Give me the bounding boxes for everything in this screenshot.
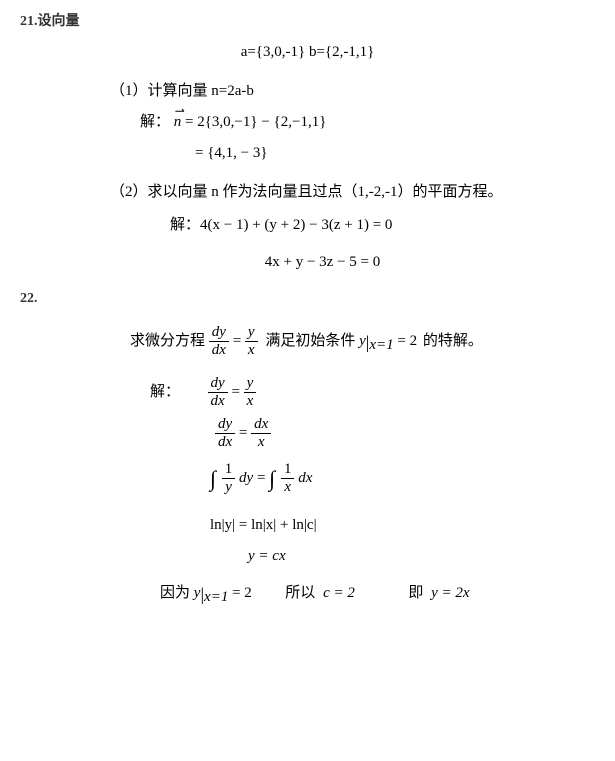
because-txt: 因为 [160,585,190,601]
q21-heading: 21.设向量 [20,10,595,30]
frac-dydx-3: dy dx [215,417,235,450]
q21-p1-eq1: 解： n = 2{3,0,−1} − {2,−1,1} [20,110,595,131]
q22-sol-row1: 解： dy dx = y x [20,376,595,409]
q22-sol-row3: ∫ 1 y dy = ∫ 1 x dx [20,462,595,495]
q21-p2-eq1: 解：4(x − 1) + (y + 2) − 3(z + 1) = 0 [20,213,595,234]
q21-p1-prompt: （1）计算向量 n=2a-b [20,79,595,100]
cond-y: y [359,333,366,349]
q22-heading: 22. [20,291,595,307]
eq1-rhs: = 2{3,0,−1} − {2,−1,1} [181,114,326,130]
q22-ycx: y = cx [20,548,595,565]
equals3: = [239,425,251,441]
vector-n: n [174,114,182,131]
equals4: = [257,470,269,486]
frac-1y: 1 y [222,462,236,495]
q21-number: 21. [20,14,38,29]
q22-sol-row2: dy dx = dx x [20,417,595,450]
frac-yx-2: y x [244,376,257,409]
final-sub: x=1 [204,589,228,605]
ie-txt: 即 [408,585,423,601]
prompt-mid: 满足初始条件 [265,333,355,349]
equals2: = [231,384,243,400]
final-val: = 2 [228,585,251,601]
equals1: = [233,333,245,349]
cond-val: = 2 [394,333,417,349]
frac-dxx: dx x [251,417,271,450]
q22-ln-eq: ln|y| = ln|x| + ln|c| [20,517,595,534]
dx-txt: dx [298,470,312,486]
prompt-post: 的特解。 [423,333,483,349]
integral-icon-1: ∫ [210,466,216,492]
frac-dydx-2: dy dx [208,376,228,409]
q21-title: 设向量 [38,14,80,29]
plane-eq1: 4(x − 1) + (y + 2) − 3(z + 1) = 0 [200,217,392,233]
cond-sub: x=1 [369,337,393,353]
q22-final-row: 因为 y|x=1 = 2 所以 c = 2 即 y = 2x [20,581,595,606]
so-txt: 所以 [285,585,315,601]
sol-label2: 解： [170,217,200,233]
sol-label3: 解： [150,384,180,400]
frac-1x: 1 x [281,462,295,495]
q21-p2-eq2: 4x + y − 3z − 5 = 0 [20,254,595,271]
q21-p2-prompt: （2）求以向量 n 作为法向量且过点（1,-2,-1）的平面方程。 [20,180,595,201]
dy-txt: dy [239,470,253,486]
q21-vectors: a={3,0,-1} b={2,-1,1} [20,44,595,61]
q21-p1-eq2: = {4,1, − 3} [20,145,595,162]
sol-label: 解： [140,114,170,130]
frac-dydx: dy dx [209,325,229,358]
y2x: y = 2x [431,585,469,601]
c-eq: c = 2 [323,585,355,601]
prompt-pre: 求微分方程 [130,333,205,349]
q22-prompt: 求微分方程 dy dx = y x 满足初始条件 y|x=1 = 2 的特解。 [20,325,595,358]
frac-yx: y x [245,325,258,358]
integral-icon-2: ∫ [269,466,275,492]
